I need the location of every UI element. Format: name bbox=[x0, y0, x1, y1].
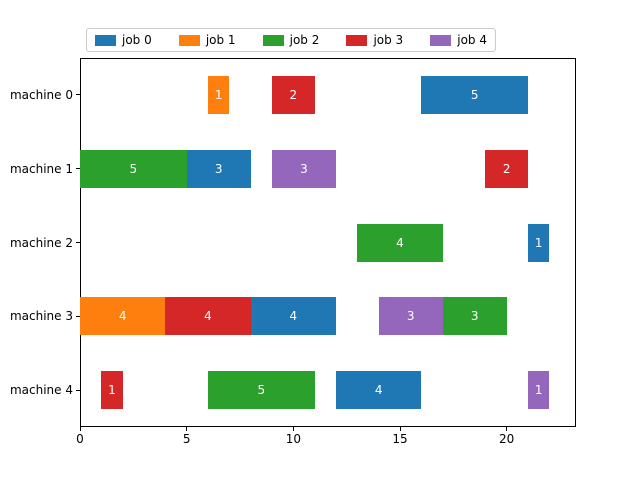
ytick-mark bbox=[76, 389, 80, 391]
legend-swatch-icon bbox=[430, 34, 452, 46]
legend-label: job 4 bbox=[457, 33, 487, 47]
task-bar-label: 4 bbox=[289, 309, 298, 324]
legend-label: job 3 bbox=[373, 33, 404, 47]
legend-swatch-icon bbox=[262, 34, 284, 46]
xtick-label: 0 bbox=[76, 432, 84, 446]
task-bar-label: 1 bbox=[534, 383, 543, 398]
task-bar-machine2-job2: 4 bbox=[357, 223, 443, 262]
legend-entry-job-4: job 4 bbox=[430, 34, 487, 46]
plot-area bbox=[80, 58, 576, 427]
task-bar-machine3-job2: 3 bbox=[442, 297, 507, 336]
xtick-mark bbox=[292, 427, 294, 431]
ytick-label-machine-4: machine 4 bbox=[9, 383, 73, 398]
task-bar-label: 4 bbox=[374, 383, 383, 398]
legend-swatch-icon bbox=[346, 34, 368, 46]
ytick-mark bbox=[76, 168, 80, 170]
task-bar-machine3-job1: 4 bbox=[80, 297, 166, 336]
ytick-label-machine-0: machine 0 bbox=[9, 87, 73, 102]
task-bar-label: 5 bbox=[129, 161, 138, 176]
task-bar-label: 1 bbox=[108, 383, 116, 398]
ytick-label-machine-3: machine 3 bbox=[9, 309, 73, 324]
legend: job 0 job 1 job 2 job 3 job 4 bbox=[86, 28, 496, 52]
task-bar-label: 2 bbox=[502, 161, 511, 176]
task-bar-machine4-job4: 1 bbox=[528, 371, 550, 410]
legend-entry-job-3: job 3 bbox=[346, 34, 403, 46]
legend-entry-job-2: job 2 bbox=[262, 33, 320, 47]
legend-label: job 1 bbox=[205, 33, 236, 47]
xtick-label: 20 bbox=[499, 432, 515, 446]
task-bar-label: 2 bbox=[289, 87, 298, 102]
task-bar-machine0-job0: 5 bbox=[421, 75, 528, 114]
ytick-mark bbox=[76, 315, 80, 317]
task-bar-machine1-job3: 2 bbox=[485, 149, 528, 188]
task-bar-machine3-job3: 4 bbox=[165, 297, 251, 336]
xtick-label: 5 bbox=[182, 432, 191, 446]
task-bar-label: 5 bbox=[470, 87, 479, 102]
task-bar-label: 5 bbox=[257, 383, 266, 398]
task-bar-label: 3 bbox=[300, 161, 308, 176]
xtick-mark bbox=[186, 427, 188, 431]
task-bar-label: 1 bbox=[214, 87, 223, 102]
task-bar-machine2-job0: 1 bbox=[528, 223, 550, 262]
xtick-mark bbox=[79, 427, 81, 431]
xtick-label: 10 bbox=[285, 432, 301, 446]
task-bar-machine4-job2: 5 bbox=[208, 371, 315, 410]
task-bar-machine4-job0: 4 bbox=[336, 371, 422, 410]
xtick-mark bbox=[506, 427, 508, 431]
legend-entry-job-1: job 1 bbox=[178, 33, 236, 47]
legend-swatch-icon bbox=[178, 34, 200, 46]
ytick-mark bbox=[76, 242, 80, 243]
task-bar-machine1-job4: 3 bbox=[272, 149, 336, 188]
ytick-label-machine-1: machine 1 bbox=[9, 161, 73, 176]
task-bar-machine3-job0: 4 bbox=[250, 297, 336, 336]
task-bar-label: 4 bbox=[118, 309, 127, 324]
task-bar-label: 3 bbox=[406, 309, 415, 324]
legend-label: job 2 bbox=[289, 33, 320, 47]
task-bar-label: 4 bbox=[396, 235, 404, 250]
xtick-mark bbox=[399, 427, 401, 431]
task-bar-machine1-job2: 5 bbox=[80, 149, 187, 188]
task-bar-machine1-job0: 3 bbox=[186, 149, 251, 188]
task-bar-label: 4 bbox=[204, 309, 212, 324]
task-bar-label: 1 bbox=[534, 235, 543, 250]
task-bar-label: 3 bbox=[470, 309, 479, 324]
task-bar-machine3-job4: 3 bbox=[378, 297, 443, 336]
legend-entry-job-0: job 0 bbox=[95, 34, 152, 46]
legend-swatch-icon bbox=[95, 34, 116, 46]
task-bar-machine4-job3: 1 bbox=[101, 371, 123, 410]
ytick-label-machine-2: machine 2 bbox=[9, 235, 73, 250]
ytick-mark bbox=[76, 94, 80, 96]
task-bar-label: 3 bbox=[214, 161, 223, 176]
task-bar-machine0-job1: 1 bbox=[208, 75, 230, 114]
legend-label: job 0 bbox=[122, 33, 152, 47]
task-bar-machine0-job3: 2 bbox=[272, 75, 315, 114]
xtick-label: 15 bbox=[392, 432, 408, 446]
